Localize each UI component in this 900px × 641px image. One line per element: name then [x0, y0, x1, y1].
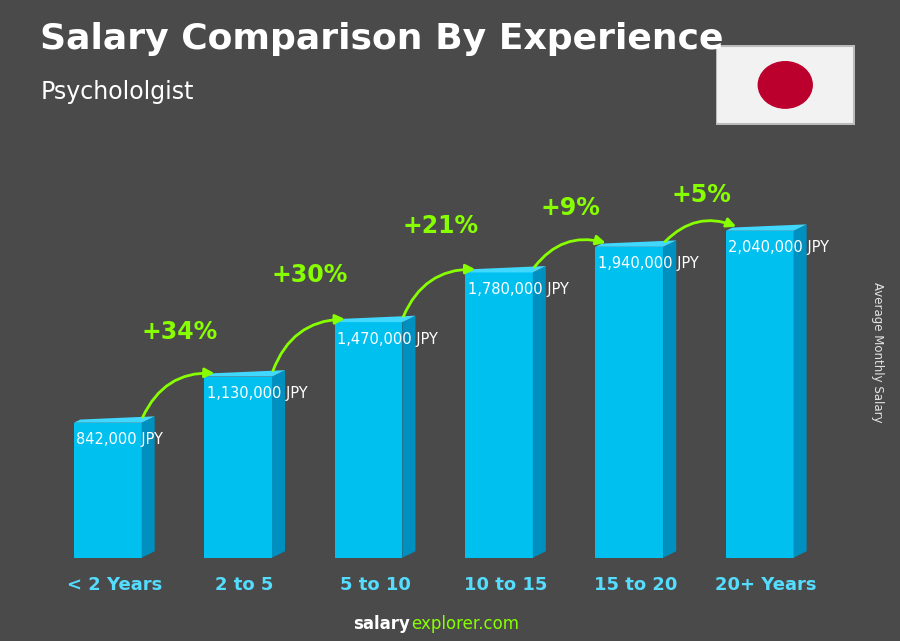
Text: 1,940,000 JPY: 1,940,000 JPY — [598, 256, 698, 271]
Text: +30%: +30% — [272, 263, 348, 287]
Text: salary: salary — [353, 615, 410, 633]
Polygon shape — [725, 231, 794, 558]
Circle shape — [759, 62, 812, 108]
Polygon shape — [74, 417, 155, 423]
FancyBboxPatch shape — [716, 46, 854, 124]
Text: 15 to 20: 15 to 20 — [594, 576, 678, 594]
Text: +5%: +5% — [671, 183, 731, 206]
Text: < 2 Years: < 2 Years — [67, 576, 162, 594]
Text: 20+ Years: 20+ Years — [716, 576, 817, 594]
Polygon shape — [465, 272, 533, 558]
Polygon shape — [74, 423, 141, 558]
Polygon shape — [272, 370, 285, 558]
Polygon shape — [596, 247, 663, 558]
Text: 1,780,000 JPY: 1,780,000 JPY — [468, 282, 569, 297]
Text: Psychololgist: Psychololgist — [40, 80, 194, 104]
Polygon shape — [335, 315, 416, 322]
Polygon shape — [335, 322, 402, 558]
Polygon shape — [204, 376, 272, 558]
Polygon shape — [465, 266, 545, 272]
Polygon shape — [663, 240, 676, 558]
Text: 10 to 15: 10 to 15 — [464, 576, 547, 594]
Text: Average Monthly Salary: Average Monthly Salary — [871, 282, 884, 423]
Text: 2 to 5: 2 to 5 — [215, 576, 274, 594]
Text: 1,130,000 JPY: 1,130,000 JPY — [207, 386, 308, 401]
Text: +9%: +9% — [541, 196, 600, 220]
Text: 842,000 JPY: 842,000 JPY — [76, 432, 163, 447]
Polygon shape — [204, 370, 285, 376]
Text: 1,470,000 JPY: 1,470,000 JPY — [338, 332, 438, 347]
Polygon shape — [725, 224, 806, 231]
Text: 5 to 10: 5 to 10 — [339, 576, 410, 594]
Polygon shape — [794, 224, 806, 558]
Text: explorer.com: explorer.com — [411, 615, 519, 633]
Polygon shape — [533, 266, 545, 558]
Polygon shape — [141, 417, 155, 558]
Text: Salary Comparison By Experience: Salary Comparison By Experience — [40, 22, 724, 56]
Text: 2,040,000 JPY: 2,040,000 JPY — [728, 240, 830, 255]
Text: +21%: +21% — [402, 214, 478, 238]
Polygon shape — [596, 240, 676, 247]
Text: +34%: +34% — [141, 319, 218, 344]
Polygon shape — [402, 315, 416, 558]
